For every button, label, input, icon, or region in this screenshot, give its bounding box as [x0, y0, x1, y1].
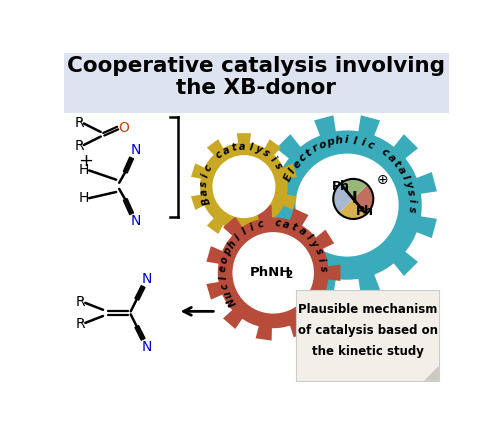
Circle shape [213, 156, 274, 218]
Text: a: a [396, 165, 407, 176]
Text: h: h [334, 136, 343, 146]
Text: y: y [254, 144, 264, 155]
Text: l: l [240, 227, 248, 237]
Text: I: I [352, 190, 358, 206]
Text: c: c [297, 152, 308, 164]
Wedge shape [354, 185, 372, 213]
Text: H: H [78, 191, 89, 205]
Text: i: i [200, 173, 210, 178]
Text: s: s [261, 148, 272, 159]
Text: R: R [74, 116, 84, 129]
Text: s: s [406, 206, 417, 212]
Wedge shape [340, 199, 367, 218]
Text: r: r [311, 143, 320, 154]
Text: a: a [221, 145, 232, 157]
Text: l: l [400, 174, 411, 181]
Text: l: l [248, 142, 254, 152]
Text: s: s [405, 189, 416, 197]
Text: i: i [345, 135, 348, 146]
Text: a: a [282, 219, 290, 230]
Text: i: i [248, 222, 256, 233]
Text: Ph: Ph [332, 180, 350, 193]
Text: p: p [222, 247, 234, 257]
Text: l: l [352, 136, 358, 146]
Text: E: E [282, 172, 294, 183]
Text: R: R [74, 139, 84, 153]
Text: i: i [360, 137, 366, 148]
Text: l: l [304, 233, 314, 242]
Wedge shape [334, 185, 353, 213]
Text: of catalysis based on: of catalysis based on [298, 324, 438, 337]
Text: ⊕: ⊕ [376, 174, 388, 187]
Polygon shape [425, 367, 438, 380]
Text: t: t [392, 158, 402, 169]
Text: s: s [199, 181, 209, 187]
Text: N: N [130, 214, 140, 228]
Text: Plausible mechanism: Plausible mechanism [298, 303, 437, 316]
Text: R: R [76, 295, 86, 309]
Text: t: t [304, 147, 314, 158]
Text: N: N [226, 295, 238, 308]
Text: i: i [316, 257, 327, 263]
Wedge shape [340, 180, 367, 199]
Text: a: a [199, 188, 209, 196]
Text: B: B [200, 195, 212, 206]
Text: a: a [296, 226, 308, 238]
Circle shape [233, 233, 313, 313]
Text: i: i [268, 154, 278, 163]
Text: c: c [220, 282, 230, 290]
Text: y: y [403, 180, 414, 190]
Polygon shape [191, 133, 297, 240]
Text: c: c [380, 147, 390, 158]
Text: s: s [272, 160, 283, 170]
Text: N: N [142, 272, 152, 286]
Text: s: s [313, 247, 324, 256]
Text: c: c [214, 150, 224, 161]
Text: the kinetic study: the kinetic study [312, 345, 424, 358]
Text: i: i [406, 199, 417, 203]
Text: a: a [239, 142, 246, 152]
Text: Ph: Ph [356, 205, 374, 218]
Text: H: H [78, 163, 89, 178]
Text: N: N [130, 143, 140, 158]
Text: +: + [78, 152, 93, 170]
Text: t: t [231, 142, 237, 153]
Text: t: t [290, 222, 298, 233]
Text: Cooperative catalysis involving: Cooperative catalysis involving [67, 57, 446, 77]
Text: e: e [291, 158, 303, 170]
Circle shape [296, 154, 398, 256]
FancyBboxPatch shape [296, 290, 438, 380]
Text: c: c [274, 218, 281, 228]
Text: o: o [219, 255, 230, 264]
Text: l: l [287, 166, 298, 175]
Text: h: h [226, 239, 238, 250]
Text: u: u [222, 289, 234, 299]
Text: O: O [118, 121, 129, 135]
Text: i: i [233, 233, 242, 242]
Text: e: e [218, 265, 228, 272]
Text: c: c [203, 163, 214, 173]
Polygon shape [258, 115, 437, 295]
Text: N: N [142, 340, 152, 354]
Text: the XB-donor: the XB-donor [176, 78, 336, 98]
Text: o: o [318, 139, 328, 151]
Text: 2: 2 [285, 270, 292, 280]
Text: R: R [76, 317, 86, 331]
Bar [64, 53, 449, 113]
Text: l: l [218, 275, 228, 279]
Text: s: s [318, 265, 328, 272]
Polygon shape [206, 205, 340, 340]
Text: y: y [308, 239, 320, 250]
Text: c: c [366, 139, 376, 151]
Text: c: c [256, 219, 264, 230]
Text: PhNH: PhNH [250, 267, 291, 279]
Text: a: a [386, 152, 397, 164]
Text: p: p [326, 137, 336, 148]
